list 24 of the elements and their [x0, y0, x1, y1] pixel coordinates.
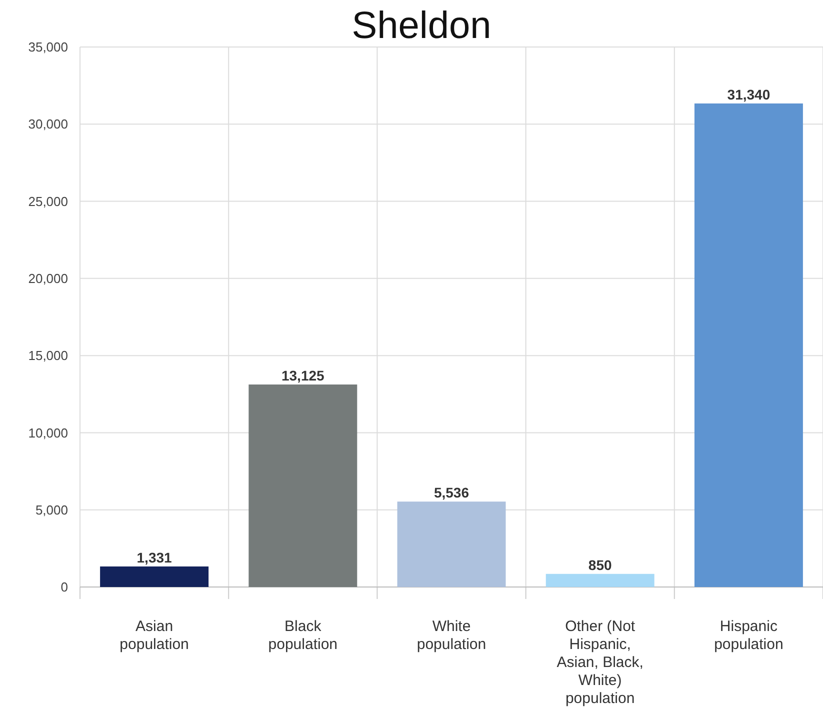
x-tick-label: Other (Not Hispanic, Asian, Black, White) population [556, 618, 644, 707]
y-tick-label: 15,000 [28, 348, 68, 364]
chart-title: Sheldon [352, 5, 492, 47]
y-tick-label: 25,000 [28, 194, 68, 209]
bar [546, 574, 654, 587]
y-tick-label: 20,000 [28, 270, 68, 286]
bar [100, 566, 209, 587]
y-tick-label: 0 [60, 580, 68, 595]
y-tick-label: 35,000 [28, 40, 68, 55]
data-label: 1,331 [136, 549, 172, 566]
x-tick-label: Hispanic population [714, 618, 784, 653]
bar [694, 103, 803, 587]
data-label: 31,340 [727, 86, 770, 102]
x-tick-label: White population [416, 618, 486, 653]
x-tick-label: Asian population [120, 618, 189, 653]
data-label: 5,536 [434, 484, 470, 501]
y-tick-label: 30,000 [28, 116, 68, 132]
y-tick-label: 5,000 [35, 502, 68, 518]
data-label: 13,125 [281, 368, 325, 384]
bar [248, 384, 358, 587]
x-tick-label: Black population [268, 618, 338, 653]
y-tick-label: 10,000 [28, 425, 68, 440]
bar [397, 502, 506, 587]
data-label: 850 [588, 556, 612, 573]
